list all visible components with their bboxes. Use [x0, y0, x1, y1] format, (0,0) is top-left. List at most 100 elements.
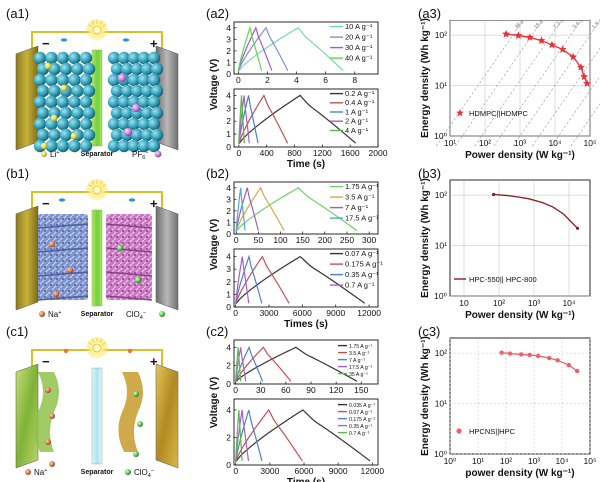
- gcd-curve: [235, 256, 250, 305]
- carbon-sphere: [150, 84, 164, 98]
- bulb-ray: [101, 342, 106, 346]
- carbon-sphere: [137, 51, 151, 65]
- clo4-legend-label-part: 4: [148, 473, 151, 479]
- x-tick-label: 150: [296, 235, 310, 245]
- separator-membrane: [91, 367, 103, 465]
- carbon-sphere: [140, 106, 154, 120]
- gcd-curve: [235, 409, 243, 462]
- panel-label: (b2): [206, 166, 229, 181]
- data-point: [547, 355, 552, 361]
- y-tick-label: 10²: [435, 348, 447, 358]
- plus-sign: +: [150, 196, 158, 211]
- carbon-sphere: [110, 62, 124, 76]
- carbon-sphere: [147, 51, 161, 65]
- li-legend-label: Li+: [50, 150, 60, 159]
- x-tick-label: 3000: [260, 466, 279, 476]
- y-axis-label: Energy density (Wh kg⁻¹): [420, 178, 431, 298]
- sheet-edge: [105, 247, 153, 253]
- y-tick-label: 0: [226, 460, 231, 470]
- data-point: [547, 40, 556, 49]
- legend-label: 7 A g⁻¹: [349, 358, 365, 364]
- bulb-ray: [99, 181, 103, 185]
- legend: 1.75 A g⁻¹ 3.5 A g⁻¹7 A g⁻¹ 17.5 A g⁻¹: [330, 182, 379, 223]
- ragone-panel-0: (a3)36 s18 s7.2 s3.6 s1.8 s0.72 s0.36 s0…: [418, 6, 600, 161]
- y-tick-label: 10⁰: [434, 131, 447, 141]
- carbon-sphere: [36, 106, 50, 120]
- carbon-sphere: [45, 95, 58, 109]
- plus-sign: +: [150, 354, 158, 369]
- panel-label: (c2): [206, 324, 228, 339]
- separator-membrane: [91, 49, 103, 147]
- panel-label: (a3): [418, 6, 441, 21]
- x-tick-label: 100: [273, 235, 287, 245]
- carbon-sphere: [120, 62, 134, 76]
- carbon-sphere: [120, 84, 134, 98]
- carbon-sphere: [147, 73, 161, 87]
- slope-line: [532, 47, 600, 147]
- legend-label: 0.7 A g⁻¹: [349, 431, 370, 437]
- x-tick-label: 6000: [293, 308, 312, 318]
- carbon-sphere: [48, 84, 61, 98]
- carbon-sphere: [127, 139, 141, 153]
- gcd-curve: [235, 255, 290, 305]
- x-axis-label: Power density (W kg⁻¹): [465, 150, 575, 161]
- legend: HDMPC||HDMPC: [456, 109, 528, 118]
- data-point: [527, 352, 532, 358]
- pf6-ion-dot: [131, 103, 141, 113]
- bulb-ray: [101, 184, 106, 188]
- ragone-panel-2: (c3) 10⁰ 10¹ 10² 10³ 10⁴ 10⁵ 10⁰ 10¹ 10² power den…: [418, 324, 596, 479]
- carbon-sphere: [68, 95, 81, 109]
- clo4-ion-dot: [116, 244, 124, 252]
- legend-label: 1.75 A g⁻¹: [345, 182, 379, 191]
- gcd-curve: [235, 346, 292, 383]
- bulb-ray: [99, 21, 103, 25]
- clo4-legend-label: ClO4−: [126, 310, 146, 321]
- na-ion-dot: [45, 439, 51, 445]
- bulb-ray: [88, 184, 93, 188]
- carbon-sphere: [48, 128, 61, 142]
- x-tick-label: 30: [256, 385, 266, 395]
- carbon-sphere: [140, 62, 154, 76]
- x-tick-label: 3000: [260, 308, 279, 318]
- x-tick-label: 10²: [479, 138, 491, 148]
- panel-label: (b3): [418, 166, 441, 181]
- separator-label: Separator: [81, 469, 114, 476]
- legend-label: 0.35 A g⁻¹: [345, 270, 379, 279]
- y-tick-label: 10⁰: [434, 291, 447, 301]
- clo4-ion-dot: [134, 276, 142, 284]
- data-point: [569, 52, 578, 61]
- na-ion-dot: [45, 387, 51, 393]
- anode-current-collector: [15, 45, 39, 151]
- legend-label: 0.07 A g⁻¹: [345, 249, 379, 258]
- gcd-curve: [235, 187, 358, 232]
- carbon-sphere: [110, 106, 124, 120]
- x-tick-label: 10⁵: [584, 456, 597, 466]
- na-ion-dot: [52, 290, 60, 298]
- y-tick-label: 2: [226, 116, 231, 126]
- clo4-legend-label-part: ClO: [134, 468, 148, 477]
- y-tick-label: 2: [226, 46, 231, 56]
- legend-label: 35 A g⁻¹: [349, 372, 368, 378]
- y-tick-label: 10⁰: [434, 449, 447, 459]
- x-tick-label: 9000: [329, 466, 348, 476]
- gcd-curve: [235, 409, 371, 463]
- carbon-sphere: [33, 117, 47, 131]
- x-tick-label: 10²: [493, 298, 505, 308]
- legend-label: 1.75 A g⁻¹: [349, 344, 372, 350]
- data-point: [519, 352, 524, 357]
- bulb-ray: [91, 21, 95, 25]
- carbon-sphere: [107, 95, 121, 109]
- legend-label: 0.2 A g⁻¹: [345, 89, 375, 98]
- carbon-sphere: [68, 117, 81, 131]
- anode-current-collector: [15, 205, 39, 311]
- legend-label: 3.5 A g⁻¹: [345, 193, 375, 202]
- carbon-sphere: [117, 139, 131, 153]
- legend-label: 0.175 A g⁻¹: [345, 260, 383, 269]
- electron-icon: [127, 348, 133, 354]
- ragone-layer: (a3)36 s18 s7.2 s3.6 s1.8 s0.72 s0.36 s0…: [418, 6, 600, 479]
- sheet-edge: [37, 223, 89, 229]
